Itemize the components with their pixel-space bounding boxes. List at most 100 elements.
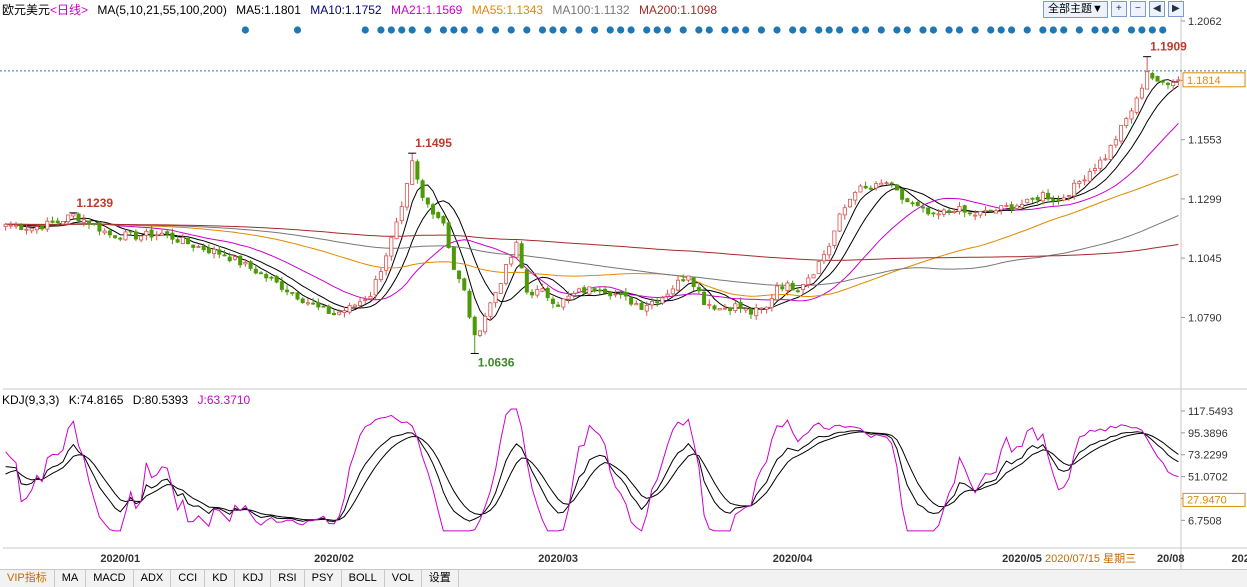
theme-selector[interactable]: 全部主题▼ [1043,1,1108,18]
candle-body [738,301,743,310]
candle [50,216,55,224]
tab-kd[interactable]: KD [205,570,236,587]
candle-body [868,187,873,190]
candle [561,298,566,311]
candle-body [24,228,29,231]
candle-body [14,224,19,227]
prev-icon[interactable]: ◀ [1148,1,1165,17]
candle-body [368,295,373,300]
candle [514,240,519,259]
tab-psy[interactable]: PSY [305,570,342,587]
candle [1171,79,1176,91]
candle-body [1108,145,1113,160]
signal-dot [773,26,781,34]
candle-body [728,307,733,312]
candle [175,236,180,244]
zoom-in-icon[interactable]: + [1110,1,1127,17]
kdj-lines [5,408,1179,532]
candle [441,215,446,226]
ma100-value: MA100:1.1132 [552,3,630,17]
next-icon[interactable]: ▶ [1167,1,1184,17]
candle [227,252,232,263]
candle [123,229,128,241]
candle [358,297,363,308]
candle [326,304,331,314]
candle-body [1150,73,1155,79]
candle [952,208,957,214]
candle [76,212,81,222]
candle [795,287,800,294]
tab-macd[interactable]: MACD [86,570,134,587]
candle-body [754,307,759,317]
signal-dot [997,26,1005,34]
candle [269,275,274,281]
candle-body [472,316,477,336]
period-label[interactable]: <日线> [50,3,89,17]
candle-body [217,249,222,255]
candle-body [509,256,514,265]
candle [347,302,352,315]
candle [139,235,144,243]
candle-body [253,268,258,274]
candle-body [493,291,498,304]
candle-body [410,160,415,185]
candle-body [316,302,321,308]
candle [279,276,284,293]
zoom-out-icon[interactable]: − [1129,1,1146,17]
candle [337,309,342,316]
candle [644,301,649,316]
candle-body [759,307,764,310]
tab-rsi[interactable]: RSI [271,570,305,587]
candle [962,204,967,218]
candle [113,235,118,239]
candle-body [97,222,102,232]
candle [1061,194,1066,202]
tab-settings[interactable]: 设置 [422,570,459,587]
tab-cci[interactable]: CCI [171,570,206,587]
tab-boll[interactable]: BOLL [342,570,385,587]
kdj-d-value: D:80.5393 [132,393,189,407]
candle-body [337,311,342,315]
candle-body [1113,139,1118,146]
candle [410,153,415,185]
candle [691,277,696,292]
tab-vol[interactable]: VOL [385,570,422,587]
candle [535,285,540,298]
candle [832,230,837,249]
signal-dot [643,26,651,34]
candle-body [1119,124,1124,142]
candle [686,275,691,283]
candle-body [331,313,337,315]
price-tick-label: 1.2062 [1188,16,1222,28]
tab-ma[interactable]: MA [55,570,87,587]
candle [483,312,488,335]
candle [342,306,347,318]
tab-kdj[interactable]: KDJ [235,570,272,587]
candle-body [514,241,519,258]
candle [764,306,769,314]
candle-body [780,286,785,290]
signal-dot [742,26,750,34]
candle [806,274,811,288]
signal-dot [815,26,823,34]
signal-dot [627,26,635,34]
candle [477,330,482,338]
candle [446,221,451,249]
candle-body [300,298,305,303]
candle-body [978,210,983,216]
candle [154,231,159,241]
candle-body [451,247,456,270]
tab-adx[interactable]: ADX [134,570,172,587]
candle-body [118,237,123,240]
candle [587,286,592,295]
x-axis-label: 2020/02 [314,553,354,565]
candle [634,300,639,306]
tab-vip[interactable]: VIP指标 [0,570,55,587]
candle-body [222,254,227,257]
signal-dot [789,26,797,34]
candle [785,280,790,296]
candle [290,292,295,296]
candle-body [769,298,774,309]
signal-dot [559,26,567,34]
